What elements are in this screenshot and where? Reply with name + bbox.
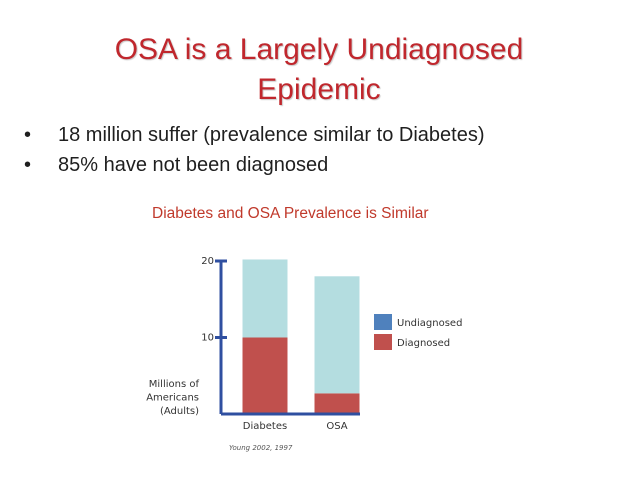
- legend-label-undiagnosed: Undiagnosed: [397, 318, 462, 329]
- legend-swatch-diagnosed: [374, 334, 392, 350]
- slide-title: OSA is a Largely Undiagnosed Epidemic: [0, 30, 638, 110]
- bar-osa-diagnosed: [314, 393, 360, 414]
- x-tick-label-diabetes: Diabetes: [243, 421, 287, 432]
- bar-diabetes-undiagnosed: [242, 259, 288, 338]
- slide-title-line-2: Epidemic: [257, 73, 381, 106]
- legend-swatch-undiagnosed: [374, 314, 392, 330]
- bullet-dot: •: [24, 154, 32, 176]
- y-axis-label-line: (Adults): [160, 406, 199, 417]
- bullet-list: • 18 million suffer (prevalence similar t…: [24, 120, 484, 180]
- y-axis-label-line: Millions of: [149, 379, 200, 390]
- legend-label-diagnosed: Diagnosed: [397, 338, 450, 349]
- chart-title: Diabetes and OSA Prevalence is Similar: [152, 205, 429, 222]
- bullet-text: 85% have not been diagnosed: [58, 154, 329, 176]
- slide-title-line-1: OSA is a Largely Undiagnosed: [114, 33, 524, 66]
- bullet-text: 18 million suffer (prevalence similar to…: [58, 124, 485, 146]
- y-tick-label-20: 20: [201, 256, 214, 267]
- bar-osa-undiagnosed: [314, 276, 360, 394]
- y-tick-label-10: 10: [201, 333, 214, 344]
- y-axis-label-line: Americans: [146, 393, 199, 404]
- x-tick-label-osa: OSA: [326, 421, 347, 432]
- source-note: Young 2002, 1997: [229, 444, 293, 452]
- bullet-item: • 18 million suffer (prevalence similar t…: [24, 120, 484, 150]
- bullet-item: • 85% have not been diagnosed: [24, 150, 484, 180]
- bullet-dot: •: [24, 124, 32, 146]
- bar-diabetes-diagnosed: [242, 337, 288, 414]
